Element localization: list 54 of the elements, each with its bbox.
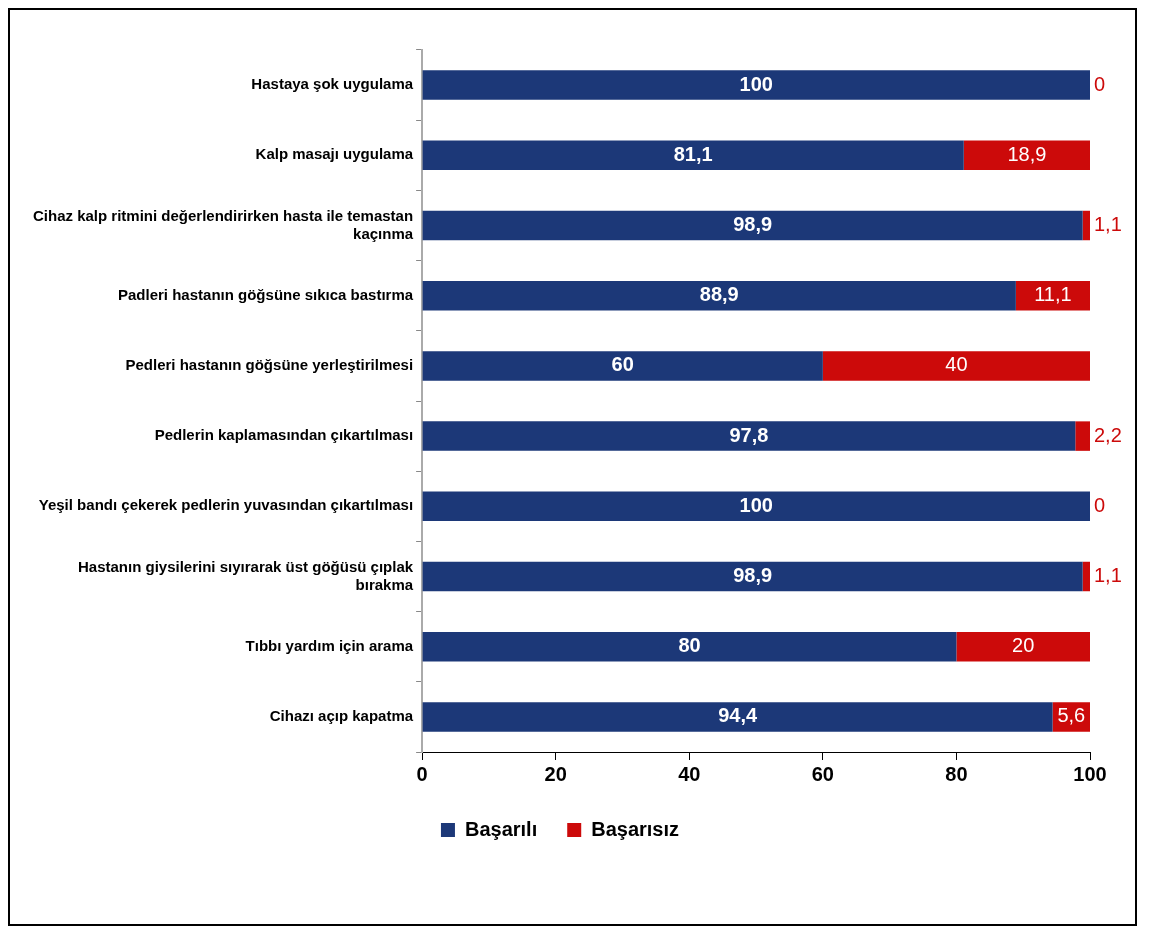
bar (822, 351, 1090, 381)
y-tick-label: Cihazı açıp kapatma (269, 707, 414, 725)
y-tick-label: Pedleri hastanın göğsüne yerleştirilmesi (125, 356, 414, 374)
bar (422, 70, 1090, 100)
y-tick-label: Yeşil bandı çekerek pedlerin yuvasından çıkartılması (38, 496, 414, 514)
data-label: 40 (945, 353, 968, 376)
bar (422, 280, 1016, 311)
data-label: 20 (1012, 634, 1035, 657)
y-tick-label: Hastanın giysilerini sıyırarak üst göğüsü çıplak bırakma (77, 557, 414, 593)
bar (956, 631, 1090, 662)
x-tick-label: 40 (678, 762, 701, 785)
bar (422, 491, 1090, 522)
y-tick-label: Pedlerin kaplamasından çıkartılması (154, 426, 414, 444)
data-label: 1,1 (1094, 213, 1122, 236)
legend-label: Başarısız (591, 817, 680, 840)
data-label: 100 (739, 72, 773, 95)
data-label: 97,8 (729, 423, 769, 446)
y-tick-label: Hastaya şok uygulama (251, 75, 414, 93)
bar (1075, 421, 1090, 451)
bar (1082, 210, 1090, 241)
bar (422, 210, 1083, 241)
data-label: 1,1 (1094, 564, 1122, 587)
bar (422, 421, 1076, 451)
bar (422, 351, 823, 381)
data-label: 11,1 (1034, 283, 1072, 306)
bar (422, 561, 1083, 592)
legend-label: Başarılı (464, 817, 538, 840)
bar (963, 140, 1090, 171)
data-label: 0 (1094, 493, 1106, 516)
y-tick-label: Kalp masajı uygulama (255, 145, 414, 163)
data-label: 98,9 (733, 564, 773, 587)
y-tick-label: Tıbbı yardım için arama (245, 636, 414, 654)
x-tick-label: 20 (544, 762, 567, 785)
bar (422, 702, 1053, 732)
x-tick-label: 60 (811, 762, 834, 785)
data-label: 88,9 (699, 283, 739, 306)
bar (422, 631, 957, 662)
data-label: 94,4 (718, 704, 758, 727)
data-label: 80 (678, 634, 701, 657)
data-label: 81,1 (673, 142, 713, 165)
data-label: 0 (1094, 72, 1106, 95)
data-label: 60 (611, 353, 634, 376)
bar (422, 140, 964, 171)
data-label: 100 (739, 493, 773, 516)
data-label: 2,2 (1094, 423, 1122, 446)
x-tick-label: 0 (416, 762, 428, 785)
x-tick-label: 100 (1073, 762, 1107, 785)
y-tick-label: Padleri hastanın göğsüne sıkıca bastırma (118, 285, 414, 303)
data-label: 5,6 (1057, 704, 1086, 727)
x-tick-label: 80 (945, 762, 968, 785)
bar (1082, 561, 1090, 592)
data-label: 18,9 (1007, 142, 1047, 165)
data-label: 98,9 (733, 213, 773, 236)
y-tick-label: Cihaz kalp ritmini değerlendirirken hasta ile temastan kaçınma (32, 206, 414, 242)
